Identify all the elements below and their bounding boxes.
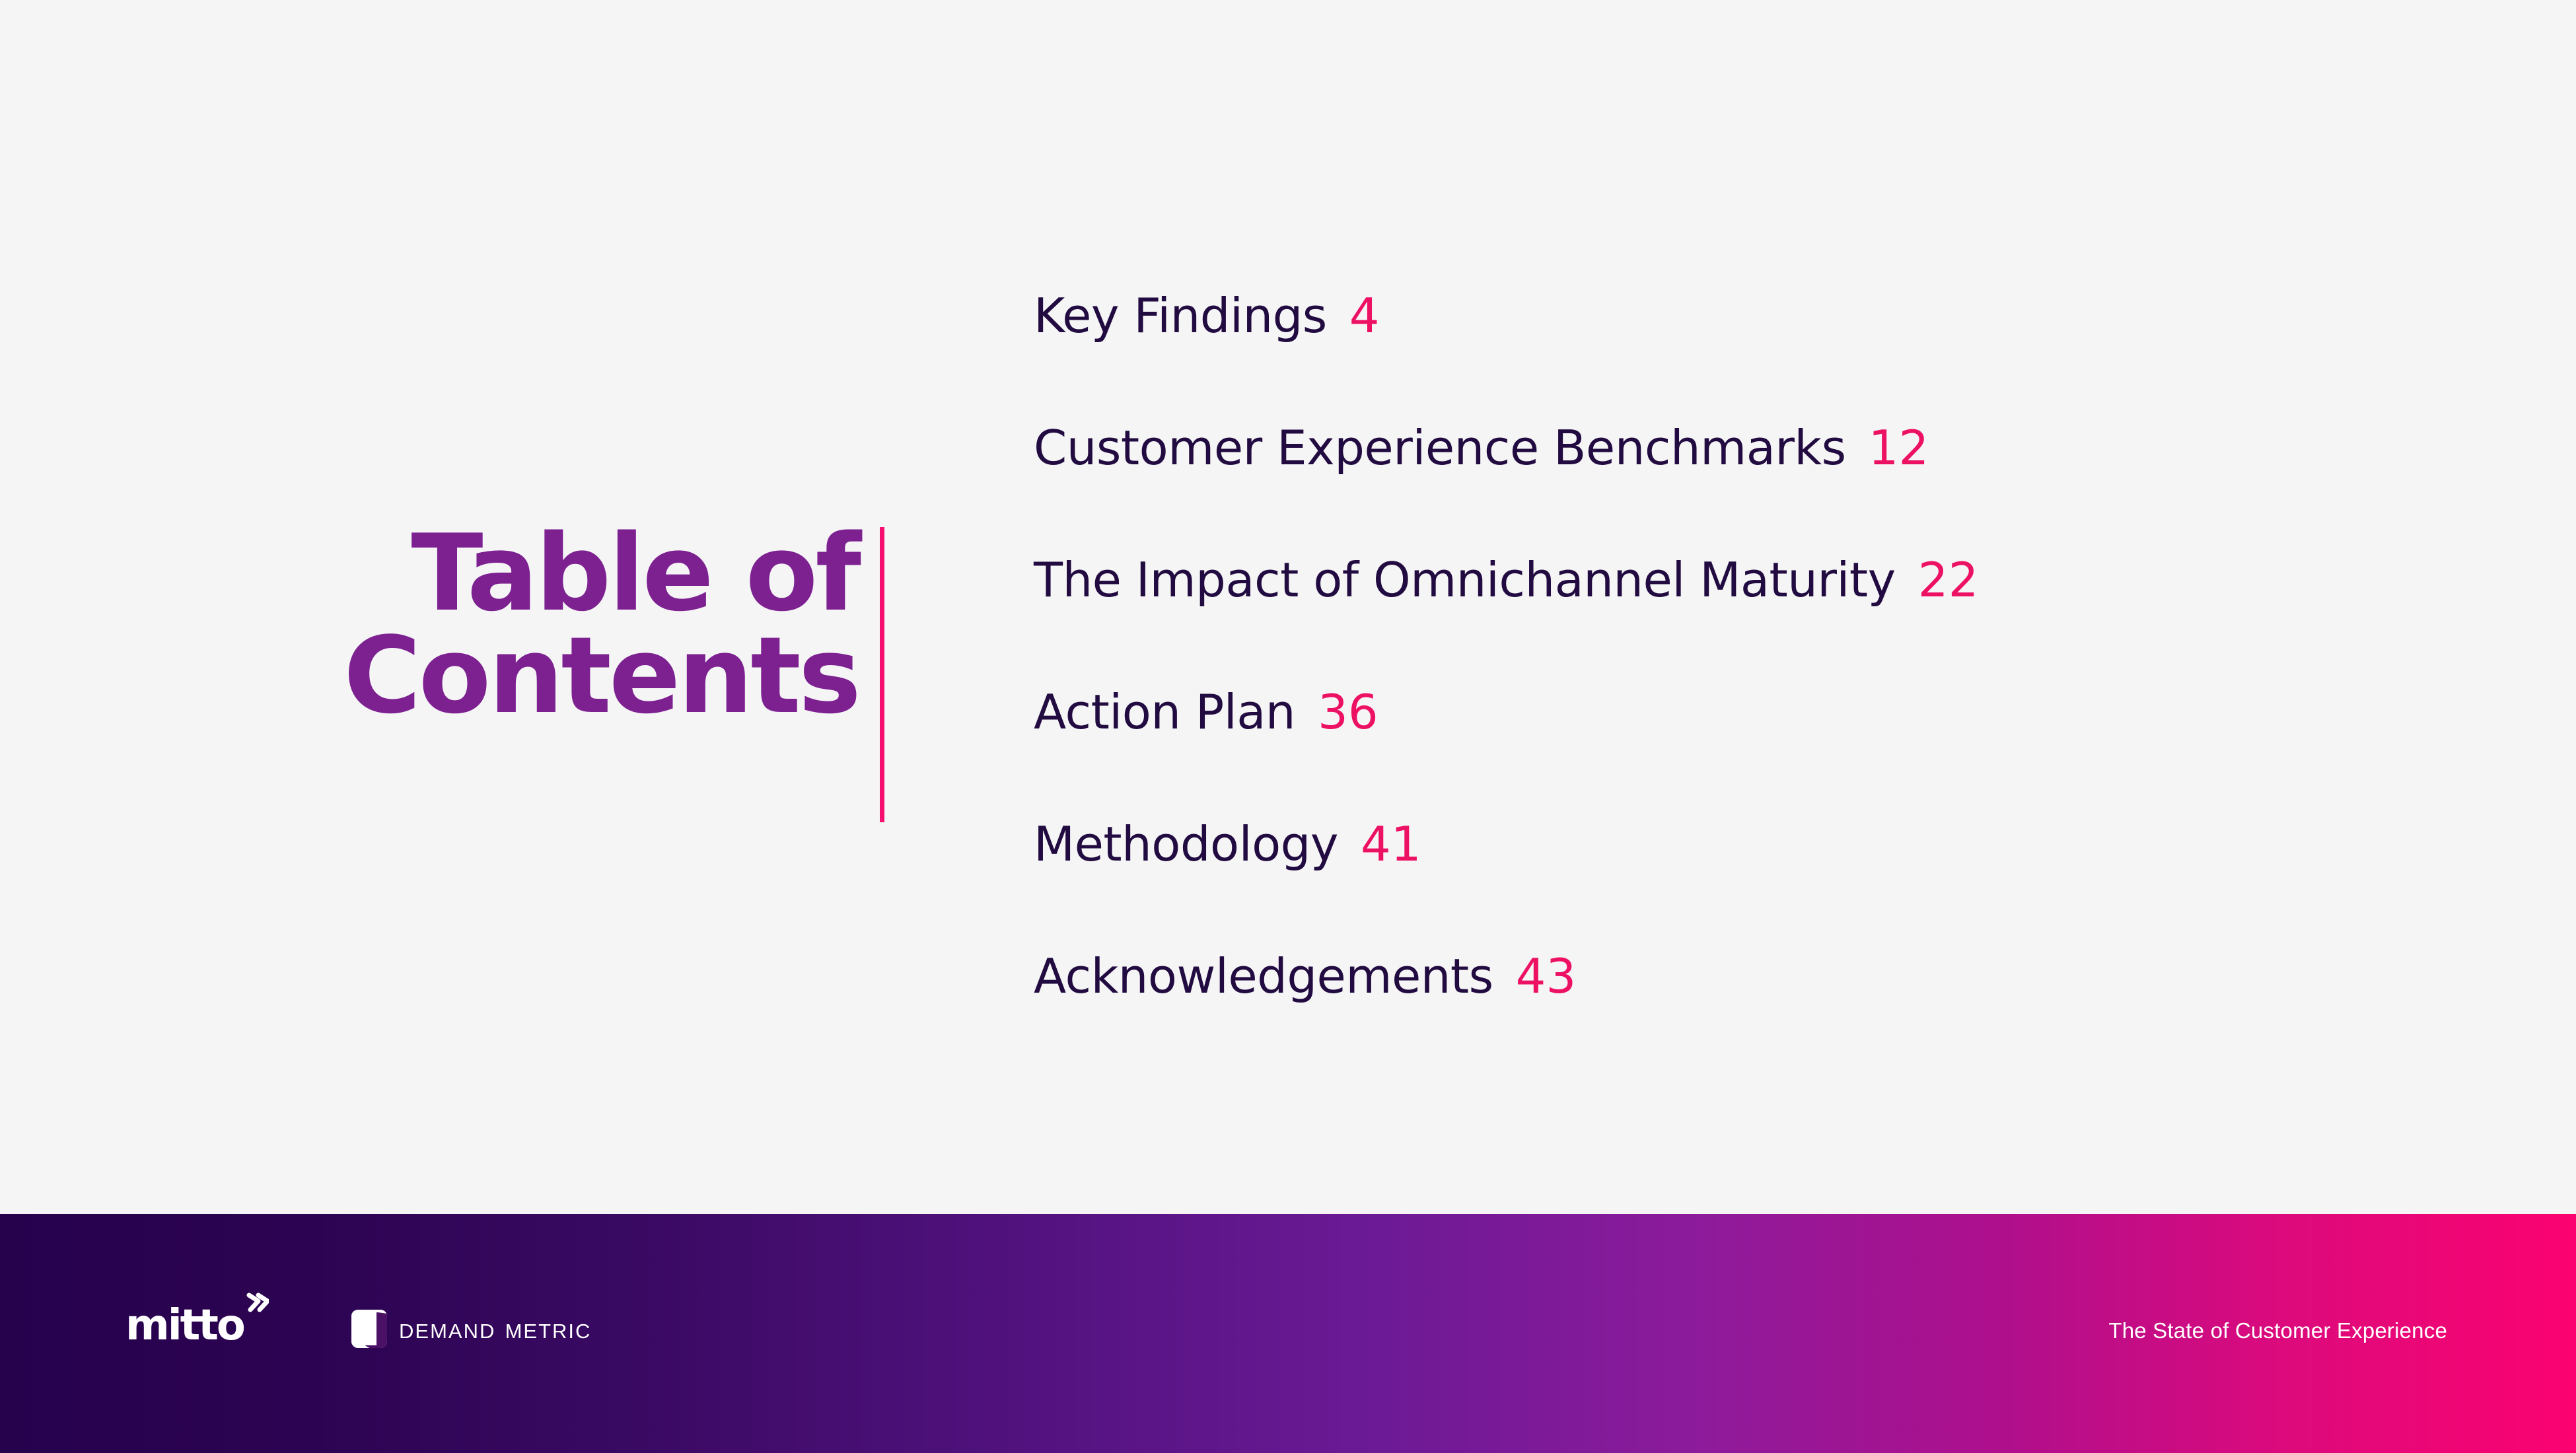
toc-entry-methodology[interactable]: Methodology 41 (1034, 778, 2487, 910)
toc-entry-page-number: 36 (1318, 684, 1378, 740)
footer-caption: The State of Customer Experience (2108, 1318, 2447, 1343)
demand-metric-logo[interactable]: Demand Metric (351, 1310, 591, 1348)
mitto-wordmark: mitto (125, 1301, 246, 1350)
toc-entry-label: Action Plan (1034, 684, 1296, 740)
toc-entry-acknowledgements[interactable]: Acknowledgements 43 (1034, 910, 2487, 1042)
toc-entry-page-number: 41 (1360, 816, 1421, 872)
footer-logo-group: mitto (125, 1293, 270, 1350)
toc-entry-key-findings[interactable]: Key Findings 4 (1034, 250, 2487, 382)
toc-entry-customer-experience-benchmarks[interactable]: Customer Experience Benchmarks 12 (1034, 382, 2487, 514)
toc-entry-page-number: 22 (1917, 552, 1979, 608)
toc-entry-page-number: 4 (1349, 288, 1380, 343)
toc-entry-label: Key Findings (1034, 288, 1327, 343)
toc-entry-label: Acknowledgements (1034, 948, 1493, 1004)
toc-entry-label: Customer Experience Benchmarks (1034, 420, 1846, 476)
toc-entry-action-plan[interactable]: Action Plan 36 (1034, 646, 2487, 778)
leaf-square-icon (351, 1310, 387, 1348)
toc-entry-label: The Impact of Omnichannel Maturity (1034, 552, 1896, 608)
toc-entry-page-number: 43 (1515, 948, 1577, 1004)
mitto-logo[interactable]: mitto (125, 1293, 270, 1350)
slide-content: Table of Contents Key Findings 4 Custome… (198, 250, 2487, 1042)
demand-metric-wordmark: Demand Metric (399, 1312, 592, 1345)
page-title-line-2: Contents (343, 614, 861, 738)
footer-bar (0, 1214, 2576, 1453)
vertical-divider (880, 527, 884, 822)
toc-entry-label: Methodology (1034, 816, 1338, 872)
page-title: Table of Contents (198, 511, 861, 738)
toc-entry-page-number: 12 (1868, 420, 1929, 476)
chevron-double-right-icon (245, 1293, 270, 1316)
toc-list: Key Findings 4 Customer Experience Bench… (1034, 250, 2487, 1042)
page-title-line-1: Table of (411, 511, 861, 635)
toc-entry-impact-of-omnichannel-maturity[interactable]: The Impact of Omnichannel Maturity 22 (1034, 514, 2487, 646)
